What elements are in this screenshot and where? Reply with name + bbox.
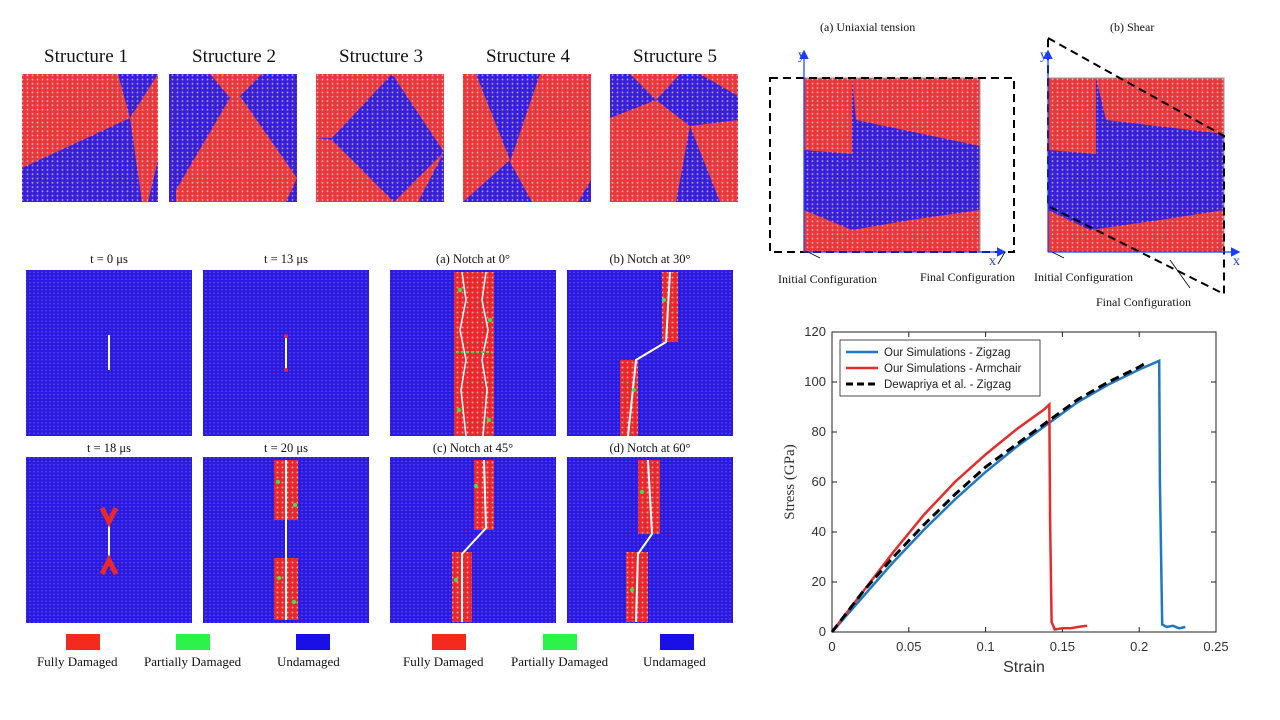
panel-t0 (26, 270, 192, 436)
panel-notch-45 (390, 457, 556, 623)
notch-title-0: (a) Notch at 0° (435, 252, 511, 266)
x-tick-label: 0.2 (1130, 639, 1148, 654)
legend-label-undamaged-2: Undamaged (643, 654, 706, 669)
structure-panel-4 (463, 74, 591, 202)
panel-notch-30 (567, 270, 733, 437)
loading-schematics (769, 36, 1241, 296)
legend-swatch-undamaged-2 (660, 634, 694, 650)
initial-config-label-b: Initial Configuration (1034, 270, 1133, 284)
y-tick-label: 60 (812, 474, 826, 489)
structure-panel-3 (316, 74, 444, 202)
legend-label-fully-damaged-2: Fully Damaged (403, 654, 484, 669)
y-tick-label: 0 (819, 624, 826, 639)
legend-swatch-fully-damaged-2 (432, 634, 466, 650)
stress-strain-chart: 0 0.05 0.1 0.15 0.2 0.25 0 20 40 60 80 100 120 Our S… (782, 324, 1229, 676)
legend-label-partially-damaged: Partially Damaged (144, 654, 242, 669)
x-tick-label: 0.25 (1203, 639, 1228, 654)
uniaxial-panel (769, 49, 1015, 265)
y-tick-label: 20 (812, 574, 826, 589)
time-title-13: t = 13 μs (264, 252, 308, 266)
legend-swatch-partially-damaged-2 (543, 634, 577, 650)
y-axis-label: Stress (GPa) (782, 444, 798, 519)
series-line-0 (831, 358, 1186, 633)
x-tick-label: 0.15 (1050, 639, 1075, 654)
axis-y-label-b: y (1040, 48, 1047, 63)
crack-panels (26, 270, 733, 623)
legend-swatch-partially-damaged (176, 634, 210, 650)
x-tick-label: 0.05 (896, 639, 921, 654)
time-title-20: t = 20 μs (264, 441, 308, 455)
structure-panel-2 (169, 74, 297, 202)
legend-label-undamaged: Undamaged (277, 654, 340, 669)
structure-title-3: Structure 3 (339, 46, 423, 67)
notch-title-45: (c) Notch at 45° (432, 441, 514, 455)
structure-panel-1 (22, 74, 158, 202)
legend-swatch-undamaged (296, 634, 330, 650)
panel-notch-0 (390, 270, 556, 437)
shear-panel (1043, 36, 1241, 296)
structure-title-5: Structure 5 (633, 46, 717, 67)
time-title-18: t = 18 μs (87, 441, 131, 455)
chart-legend-label-1: Our Simulations - Armchair (884, 363, 1022, 375)
initial-config-label-a: Initial Configuration (778, 272, 877, 286)
notch-title-30: (b) Notch at 30° (609, 252, 691, 266)
chart-legend-label-0: Our Simulations - Zigzag (884, 347, 1011, 359)
x-axis-label: Strain (1003, 659, 1045, 676)
y-tick-label: 40 (812, 524, 826, 539)
panel-t13 (203, 270, 369, 436)
y-tick-label: 80 (812, 424, 826, 439)
final-config-label-b: Final Configuration (1096, 295, 1191, 309)
panel-t20 (203, 457, 369, 623)
legend-label-fully-damaged: Fully Damaged (37, 654, 118, 669)
legend-swatch-fully-damaged (66, 634, 100, 650)
structure-panel-5 (610, 74, 738, 202)
axis-x-label-a: x (989, 254, 996, 269)
loading-title-a: (a) Uniaxial tension (820, 20, 916, 34)
legend-label-partially-damaged-2: Partially Damaged (511, 654, 609, 669)
series-line-1 (831, 401, 1088, 633)
loading-title-b: (b) Shear (1110, 20, 1155, 34)
y-tick-label: 100 (804, 374, 826, 389)
structure-title-1: Structure 1 (44, 46, 128, 67)
chart-legend-label-2: Dewapriya et al. - Zigzag (884, 379, 1011, 391)
x-tick-label: 0.1 (977, 639, 995, 654)
time-title-0: t = 0 μs (90, 252, 128, 266)
structure-panels (22, 74, 738, 202)
y-tick-label: 120 (804, 324, 826, 339)
panel-t18 (26, 457, 192, 623)
axis-x-label-b: x (1233, 254, 1240, 269)
axis-y-label-a: y (798, 48, 805, 63)
structure-title-2: Structure 2 (192, 46, 276, 67)
series-line-2 (830, 360, 1148, 633)
structure-title-4: Structure 4 (486, 46, 570, 67)
final-config-label-a: Final Configuration (920, 270, 1015, 284)
notch-title-60: (d) Notch at 60° (609, 441, 691, 455)
panel-notch-60 (567, 457, 733, 623)
x-tick-label: 0 (828, 639, 835, 654)
